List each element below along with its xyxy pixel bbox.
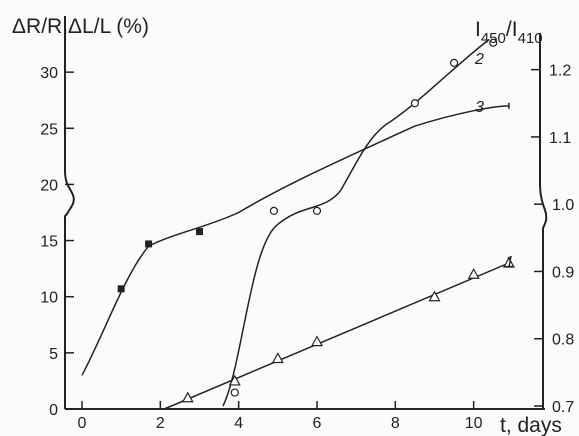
series-2-point-0 bbox=[230, 388, 239, 397]
series-3-point-2 bbox=[145, 240, 153, 248]
y-right-tick-label-0: 0.7 bbox=[552, 399, 574, 416]
series-2-point-3 bbox=[410, 99, 420, 108]
left-axis-label: ΔR/R,ΔL/L (%) bbox=[12, 15, 149, 38]
y-left-tick-label-0: 0 bbox=[49, 402, 58, 419]
series-2-point-1 bbox=[269, 206, 279, 216]
y-right-tick-label-3: 1.0 bbox=[552, 197, 574, 214]
series-3-point-3 bbox=[196, 228, 203, 236]
series-1-point-3 bbox=[271, 352, 284, 364]
markers bbox=[117, 38, 515, 403]
series-label-1: 1 bbox=[505, 254, 514, 271]
series-1-line bbox=[163, 262, 510, 410]
series-3-point-1 bbox=[117, 285, 125, 293]
series-2-point-2 bbox=[312, 206, 322, 216]
y-right-tick-label-2: 0.9 bbox=[552, 264, 574, 281]
x-tick-label-3: 6 bbox=[313, 415, 322, 432]
ticks: 0 2 4 6 8 10 0 5 10 15 20 25 30 0.7 0.8 0.9 1.0 1.1 1.2 bbox=[40, 63, 574, 432]
x-tick-label-5: 10 bbox=[465, 415, 483, 432]
y-left-tick-label-6: 30 bbox=[40, 65, 58, 82]
y-left-tick-label-3: 15 bbox=[40, 234, 58, 251]
series-1-point-6 bbox=[467, 268, 480, 279]
curves bbox=[81, 38, 510, 410]
series-1-point-1 bbox=[181, 391, 194, 403]
series-1-point-5 bbox=[428, 290, 441, 302]
series-1-point-4 bbox=[310, 335, 324, 347]
x-tick-label-4: 8 bbox=[391, 415, 400, 432]
x-tick-label-1: 2 bbox=[156, 415, 165, 432]
y-left-tick-label-1: 5 bbox=[49, 346, 58, 363]
x-axis-label: t, days bbox=[500, 414, 562, 436]
right-axis-line bbox=[539, 33, 548, 409]
y-right-tick-label-5: 1.2 bbox=[549, 63, 571, 80]
right-axis-label: I450/I410 bbox=[475, 18, 543, 47]
y-right-tick-label-4: 1.1 bbox=[549, 130, 571, 147]
y-left-tick-label-5: 25 bbox=[40, 121, 58, 138]
left-axis-line bbox=[64, 16, 75, 409]
series-2-line bbox=[222, 38, 490, 407]
series-label-2: 2 bbox=[474, 51, 484, 68]
series-2-point-5 bbox=[489, 38, 498, 47]
series-1-point-2 bbox=[228, 374, 241, 386]
y-right-tick-label-1: 0.8 bbox=[552, 332, 574, 349]
series-label-3: 3 bbox=[475, 99, 484, 116]
labels: ΔR/R,ΔL/L (%) I450/I410 t, days 1 2 3 bbox=[12, 15, 562, 436]
series-1-point-7 bbox=[502, 256, 515, 268]
x-tick-label-0: 0 bbox=[78, 415, 87, 432]
axes bbox=[64, 16, 548, 410]
x-tick-label-2: 4 bbox=[234, 415, 243, 432]
y-left-tick-label-4: 20 bbox=[40, 177, 58, 194]
y-left-tick-label-2: 10 bbox=[40, 290, 58, 307]
series-2-point-4 bbox=[449, 58, 459, 68]
